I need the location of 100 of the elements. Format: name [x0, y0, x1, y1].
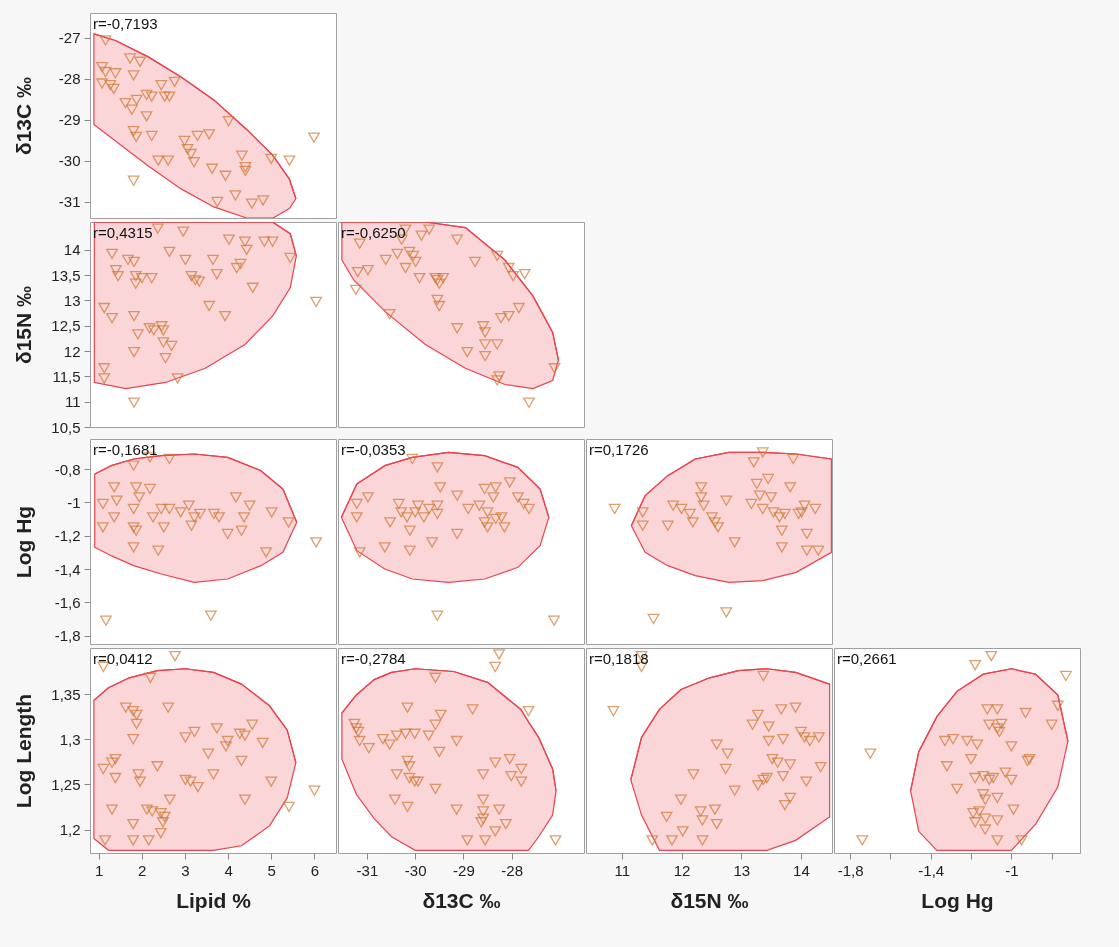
point [143, 323, 156, 334]
point [128, 346, 140, 358]
point [489, 482, 502, 493]
point [408, 728, 421, 739]
annotation: r=-0,6250 [341, 224, 406, 241]
point [789, 702, 802, 713]
point [266, 236, 279, 247]
x-tick-label: -1,4 [918, 861, 945, 879]
point [379, 254, 392, 266]
x-tick-label: 14 [793, 861, 810, 879]
point [667, 500, 680, 511]
y-tick-label: -1,8 [54, 627, 81, 645]
point [505, 771, 518, 782]
point [523, 503, 535, 515]
point [798, 500, 811, 511]
point [383, 739, 396, 750]
point [222, 116, 235, 127]
point [757, 774, 770, 786]
point [210, 723, 223, 734]
point [636, 507, 649, 518]
point [127, 460, 140, 471]
y-tick-label: 1,25 [51, 775, 81, 793]
point [413, 272, 426, 284]
point [127, 503, 140, 515]
x-tick-label: 2 [138, 861, 147, 879]
y-tick-label: -28 [58, 70, 81, 88]
point [128, 256, 140, 268]
point [491, 339, 504, 350]
point [778, 799, 791, 811]
point [503, 477, 516, 488]
y-tick-label: -30 [58, 152, 81, 170]
point [308, 132, 320, 143]
point [124, 53, 137, 64]
point [223, 234, 235, 245]
point [191, 130, 204, 142]
point [127, 70, 140, 81]
point [122, 254, 134, 266]
point [146, 806, 159, 817]
point [675, 794, 687, 805]
point [207, 769, 220, 780]
point [987, 772, 1000, 784]
point [99, 66, 112, 78]
point [466, 704, 479, 715]
point [752, 709, 764, 721]
point [256, 737, 269, 749]
point [125, 104, 138, 115]
point [985, 650, 998, 662]
point [142, 835, 155, 846]
point [518, 268, 531, 280]
x-tick-label: 4 [224, 861, 233, 879]
point [548, 363, 561, 374]
point [352, 726, 365, 738]
point [112, 270, 124, 282]
point [221, 528, 234, 540]
point [257, 195, 269, 206]
point [348, 718, 361, 730]
x-tick-label: 3 [181, 861, 190, 879]
point [353, 547, 366, 558]
point [145, 272, 158, 284]
point [756, 503, 769, 515]
point [246, 282, 259, 293]
point [660, 811, 673, 823]
point [503, 753, 516, 765]
point [765, 492, 777, 503]
point [350, 723, 363, 734]
point [431, 294, 444, 306]
point [134, 56, 146, 67]
point [512, 302, 525, 314]
point [479, 339, 492, 350]
point [426, 537, 438, 548]
x-tick-label: 6 [310, 861, 320, 879]
point [676, 826, 689, 837]
point [403, 545, 416, 556]
point [766, 753, 779, 765]
point [100, 615, 112, 626]
point [376, 734, 389, 745]
point [140, 111, 153, 122]
point [951, 783, 963, 795]
point [108, 482, 121, 493]
point [991, 835, 1004, 846]
point [798, 732, 811, 743]
point [462, 503, 475, 515]
point [391, 248, 404, 260]
point [762, 721, 775, 732]
point [185, 148, 197, 160]
x-tick-label: 1 [94, 861, 104, 879]
point [433, 746, 446, 758]
point [310, 296, 323, 308]
point [119, 98, 132, 109]
point [784, 759, 797, 770]
point [477, 769, 490, 780]
x-tick-label: 11 [614, 861, 631, 879]
point [96, 78, 108, 89]
point [991, 704, 1004, 715]
point [401, 801, 414, 813]
y-tick-label: -1,4 [54, 560, 81, 578]
point [461, 835, 474, 846]
annotation: r=-0,2784 [341, 650, 406, 667]
point [941, 761, 953, 772]
point [185, 270, 198, 282]
